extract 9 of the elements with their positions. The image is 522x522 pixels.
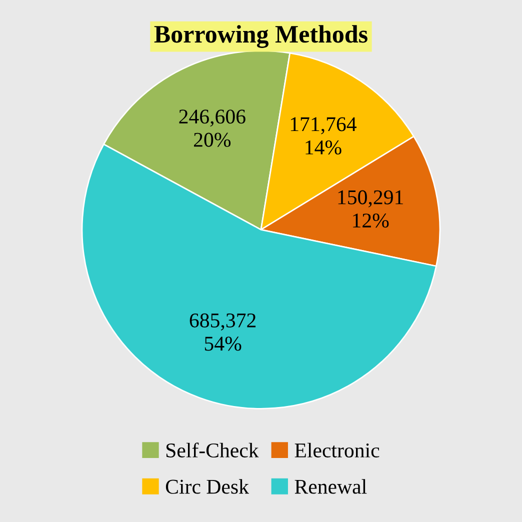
- chart-title: Borrowing Methods: [154, 25, 368, 48]
- legend-label: Self-Check: [166, 442, 259, 458]
- data-label: 685,372 54%: [190, 313, 256, 351]
- legend-label: Circ Desk: [166, 479, 249, 494]
- data-label: 246,606 20%: [179, 110, 246, 147]
- legend-label: Electronic: [294, 442, 380, 458]
- data-label: 150,291 12%: [338, 190, 403, 228]
- legend-label: Renewal: [294, 479, 367, 494]
- data-label: 171,764 14%: [290, 117, 356, 155]
